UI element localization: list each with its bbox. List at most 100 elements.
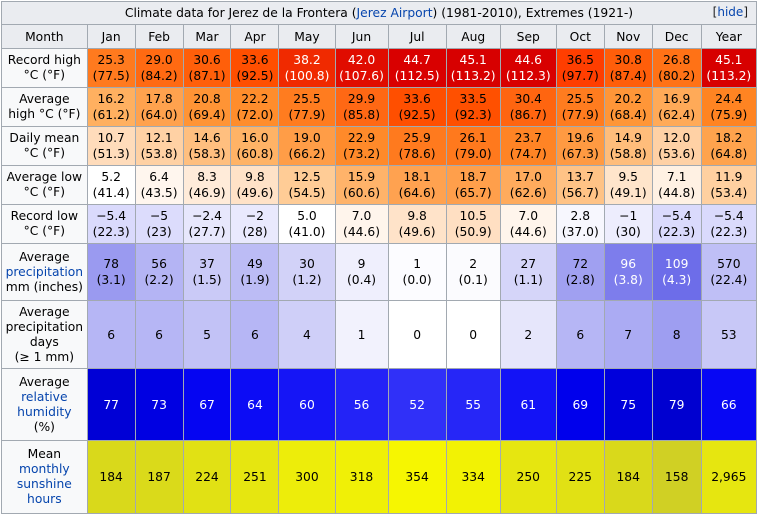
month-value-cell: 9 (0.4) [334,243,389,301]
month-value-cell: 6 [555,300,605,369]
month-value-cell: 17.0 (62.6) [499,165,557,205]
month-value-cell: 7.0 (44.6) [499,204,557,244]
month-value-cell: 12.1 (53.8) [134,126,184,166]
month-value-cell: 225 [555,440,605,514]
table-caption: Climate data for Jerez de la Frontera (J… [1,1,757,25]
row-label-record-high: Record high °C (°F) [1,48,88,88]
month-value-cell: 18.7 (65.7) [445,165,501,205]
row-label-text: Average low °C (°F) [6,170,83,199]
month-value-cell: 7 [603,300,653,369]
row-label-link[interactable]: relative [21,389,68,404]
month-header-apr: Apr [230,24,280,49]
month-value-cell: 20.8 (69.4) [182,87,232,127]
row-daily-mean: Daily mean °C (°F) 10.7 (51.3) 12.1 (53.8)… [1,126,758,166]
row-mean-monthly-sunshine: Mean monthly sunshine hours 184 187 224 251 300 3… [1,440,758,514]
month-header-jul: Jul [387,24,447,49]
month-value-cell: −5.4 (22.3) [86,204,136,244]
row-label-average-high: Average high °C (°F) [1,87,88,127]
month-value-cell: 22.2 (72.0) [230,87,280,127]
row-label-average-relative-humidity: Average relative humidity (%) [1,368,88,441]
month-value-cell: 55 [445,368,501,441]
row-label-text: mm (inches) [5,279,83,294]
row-record-high: Record high °C (°F) 25.3 (77.5) 29.0 (84.2… [1,48,758,88]
climate-table: Climate data for Jerez de la Frontera (J… [1,1,758,514]
month-value-cell: 10.7 (51.3) [86,126,136,166]
month-value-cell: 77 [86,368,136,441]
caption-link-jerez-airport[interactable]: Jerez Airport [356,6,433,20]
row-label-text: Average [19,249,70,264]
month-value-cell: 49 (1.9) [230,243,280,301]
month-value-cell: 0 [445,300,501,369]
row-label-text: Average high °C (°F) [8,92,81,121]
month-value-cell: 25.9 (78.6) [387,126,447,166]
month-value-cell: 17.8 (64.0) [134,87,184,127]
month-header-sep: Sep [499,24,557,49]
month-value-cell: 64 [230,368,280,441]
month-value-cell: 45.1 (113.2) [445,48,501,88]
month-value-cell: 42.0 (107.6) [334,48,389,88]
month-value-cell: 38.2 (100.8) [278,48,336,88]
month-value-cell: 184 [603,440,653,514]
month-value-cell: 15.9 (60.6) [334,165,389,205]
month-value-cell: 1 [334,300,389,369]
hide-toggle-label[interactable]: hide [717,5,744,19]
month-value-cell: 2 (0.1) [445,243,501,301]
month-value-cell: 7.0 (44.6) [334,204,389,244]
month-value-cell: 19.6 (67.3) [555,126,605,166]
month-value-cell: 251 [230,440,280,514]
month-value-cell: 25.5 (77.9) [278,87,336,127]
month-value-cell: 29.0 (84.2) [134,48,184,88]
caption-prefix: Climate data for Jerez de la Frontera ( [124,6,357,20]
month-value-cell: 0 [387,300,447,369]
row-label-link[interactable]: sunshine [16,477,72,491]
month-value-cell: 2 [499,300,557,369]
month-value-cell: 6 [230,300,280,369]
month-value-cell: 16.9 (62.4) [651,87,702,127]
month-value-cell: −1 (30) [603,204,653,244]
month-header-jun: Jun [334,24,389,49]
row-label-text: Average precipitation days (≥ 1 mm) [5,304,84,364]
row-label-average-low: Average low °C (°F) [1,165,88,205]
row-average-precipitation: Average precipitation mm (inches) 78 (3.1) 5… [1,243,758,301]
month-value-cell: 44.6 (112.3) [499,48,557,88]
month-value-cell: 109 (4.3) [651,243,702,301]
year-value-cell: 53 [700,300,758,369]
row-label-daily-mean: Daily mean °C (°F) [1,126,88,166]
row-label-link[interactable]: precipitation [5,264,84,279]
row-label-link[interactable]: monthly [19,462,70,476]
row-average-low: Average low °C (°F) 5.2 (41.4) 6.4 (43.5) 8… [1,165,758,205]
month-value-cell: 96 (3.8) [603,243,653,301]
month-value-cell: 30.6 (87.1) [182,48,232,88]
month-header-oct: Oct [555,24,605,49]
month-value-cell: 9.8 (49.6) [387,204,447,244]
month-header-aug: Aug [445,24,501,49]
month-value-cell: 67 [182,368,232,441]
row-label-average-precipitation: Average precipitation mm (inches) [1,243,88,301]
month-value-cell: 69 [555,368,605,441]
row-average-precipitation-days: Average precipitation days (≥ 1 mm) 6 6 5 6 4… [1,300,758,369]
row-label-link[interactable]: humidity [17,404,72,419]
row-label-link[interactable]: hours [27,492,62,506]
month-value-cell: 4 [278,300,336,369]
month-value-cell: 44.7 (112.5) [387,48,447,88]
row-label-average-precipitation-days: Average precipitation days (≥ 1 mm) [1,300,88,369]
row-label-record-low: Record low °C (°F) [1,204,88,244]
month-value-cell: −5.4 (22.3) [651,204,702,244]
month-value-cell: 73 [134,368,184,441]
hide-toggle[interactable]: [hide] [712,5,748,19]
month-value-cell: 334 [445,440,501,514]
month-header: Month [1,24,88,49]
row-label-text: Daily mean °C (°F) [9,131,80,160]
month-value-cell: 36.5 (97.7) [555,48,605,88]
month-value-cell: 8.3 (46.9) [182,165,232,205]
month-header-dec: Dec [651,24,702,49]
year-value-cell: 66 [700,368,758,441]
month-value-cell: 30.8 (87.4) [603,48,653,88]
row-record-low: Record low °C (°F) −5.4 (22.3) −5 (23) −2.4… [1,204,758,244]
month-value-cell: 6 [134,300,184,369]
month-value-cell: 75 [603,368,653,441]
month-header-may: May [278,24,336,49]
row-label-text: (%) [33,419,55,434]
month-value-cell: 9.5 (49.1) [603,165,653,205]
month-value-cell: 20.2 (68.4) [603,87,653,127]
